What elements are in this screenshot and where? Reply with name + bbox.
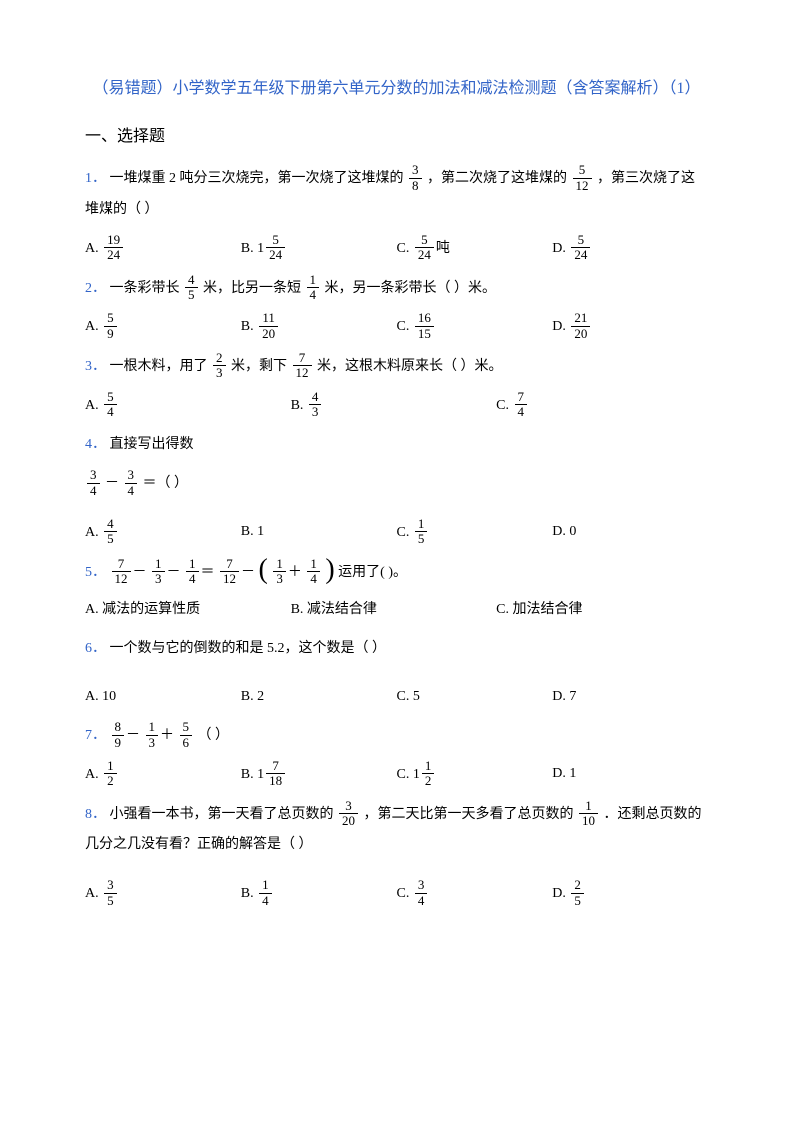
option-d: D. 2120	[552, 312, 708, 342]
option-b: B. 1524	[241, 234, 397, 264]
equation-tail: ＝（ ）	[143, 476, 189, 491]
options-row: A. 1924 B. 1524 C. 524吨 D. 524	[85, 234, 708, 264]
question-number: 8．	[85, 807, 106, 822]
fraction: 34	[87, 468, 100, 498]
question-text: 直接写出得数	[110, 437, 194, 452]
options-row: A. 减法的运算性质 B. 减法结合律 C. 加法结合律	[85, 596, 708, 624]
option-a: A. 35	[85, 879, 241, 909]
question-text: 一条彩带长	[110, 281, 180, 296]
question-3: 3． 一根木料，用了 23 米，剩下 712 米，这根木料原来长（ ）米。	[85, 352, 708, 383]
fraction: 712	[293, 351, 312, 381]
question-number: 2．	[85, 281, 106, 296]
fraction: 13	[146, 720, 159, 750]
option-c: C. 34	[397, 879, 553, 909]
fraction: 56	[180, 720, 193, 750]
fraction: 23	[213, 351, 226, 381]
fraction: 38	[409, 163, 422, 193]
options-row: A. 45 B. 1 C. 15 D. 0	[85, 518, 708, 548]
question-text: ，第二天比第一天多看了总页数的	[364, 807, 574, 822]
option-d: D. 7	[552, 683, 708, 711]
option-c: C. 74	[496, 391, 702, 421]
option-c: C. 1615	[397, 312, 553, 342]
option-d: D. 25	[552, 879, 708, 909]
question-7: 7． 89－ 13＋ 56 （ ）	[85, 721, 708, 752]
option-c: C. 加法结合律	[496, 596, 702, 624]
fraction: 45	[185, 273, 198, 303]
option-a: A. 10	[85, 683, 241, 711]
option-c: C. 15	[397, 518, 553, 548]
option-c: C. 5	[397, 683, 553, 711]
options-row: A. 54 B. 43 C. 74	[85, 391, 708, 421]
question-number: 5．	[85, 565, 106, 580]
question-text: 小强看一本书，第一天看了总页数的	[110, 807, 334, 822]
document-title: （易错题）小学数学五年级下册第六单元分数的加法和减法检测题（含答案解析）（1）	[85, 75, 708, 104]
option-a: A. 59	[85, 312, 241, 342]
question-4-eq: 34 － 34 ＝（ ）	[85, 469, 708, 500]
option-b: B. 2	[241, 683, 397, 711]
fraction: 110	[579, 799, 598, 829]
option-a: A. 1924	[85, 234, 241, 264]
question-4: 4． 直接写出得数	[85, 430, 708, 461]
question-tail: 运用了( )。	[338, 565, 407, 580]
fraction: 14	[186, 557, 199, 587]
fraction: 14	[307, 273, 320, 303]
fraction: 320	[339, 799, 358, 829]
question-1: 1． 一堆煤重 2 吨分三次烧完，第一次烧了这堆煤的 38 ，第二次烧了这堆煤的…	[85, 164, 708, 226]
question-5: 5． 712－ 13－ 14＝ 712－ ( 13＋ 14 ) 运用了( )。	[85, 558, 708, 589]
question-number: 4．	[85, 437, 106, 452]
fraction: 13	[152, 557, 165, 587]
fraction: 13	[273, 557, 286, 587]
fraction: 712	[220, 557, 239, 587]
paren-close: )	[325, 556, 334, 584]
question-number: 3．	[85, 359, 106, 374]
paren-open: (	[259, 556, 268, 584]
question-6: 6． 一个数与它的倒数的和是 5.2，这个数是（ ）	[85, 634, 708, 665]
options-row: A. 12 B. 1718 C. 112 D. 1	[85, 760, 708, 790]
options-row: A. 10 B. 2 C. 5 D. 7	[85, 683, 708, 711]
question-number: 1．	[85, 171, 106, 186]
question-8: 8． 小强看一本书，第一天看了总页数的 320 ，第二天比第一天多看了总页数的 …	[85, 800, 708, 862]
fraction: 89	[112, 720, 125, 750]
question-tail: （ ）	[198, 728, 230, 743]
fraction: 712	[112, 557, 131, 587]
option-a: A. 减法的运算性质	[85, 596, 291, 624]
option-c: C. 524吨	[397, 234, 553, 264]
question-text: 一根木料，用了	[110, 359, 208, 374]
question-text: 米，这根木料原来长（ ）米。	[317, 359, 503, 374]
option-d: D. 1	[552, 760, 708, 790]
question-number: 7．	[85, 728, 106, 743]
operator: －	[105, 476, 119, 491]
section-heading: 一、选择题	[85, 124, 708, 150]
option-d: D. 524	[552, 234, 708, 264]
option-d: D. 0	[552, 518, 708, 548]
option-c: C. 112	[397, 760, 553, 790]
option-b: B. 1718	[241, 760, 397, 790]
option-b: B. 1120	[241, 312, 397, 342]
fraction: 14	[307, 557, 320, 587]
option-b: B. 减法结合律	[291, 596, 497, 624]
question-text: 一个数与它的倒数的和是 5.2，这个数是（ ）	[110, 641, 387, 656]
option-b: B. 14	[241, 879, 397, 909]
option-a: A. 54	[85, 391, 291, 421]
question-text: 米，另一条彩带长（ ）米。	[325, 281, 497, 296]
fraction: 34	[125, 468, 138, 498]
question-number: 6．	[85, 641, 106, 656]
fraction: 512	[573, 163, 592, 193]
option-b: B. 43	[291, 391, 497, 421]
question-text: 米，比另一条短	[203, 281, 301, 296]
question-text: 米，剩下	[231, 359, 287, 374]
question-2: 2． 一条彩带长 45 米，比另一条短 14 米，另一条彩带长（ ）米。	[85, 274, 708, 305]
options-row: A. 35 B. 14 C. 34 D. 25	[85, 879, 708, 909]
option-b: B. 1	[241, 518, 397, 548]
question-text: ，第二次烧了这堆煤的	[427, 171, 567, 186]
options-row: A. 59 B. 1120 C. 1615 D. 2120	[85, 312, 708, 342]
question-text: 一堆煤重 2 吨分三次烧完，第一次烧了这堆煤的	[110, 171, 404, 186]
option-a: A. 45	[85, 518, 241, 548]
option-a: A. 12	[85, 760, 241, 790]
